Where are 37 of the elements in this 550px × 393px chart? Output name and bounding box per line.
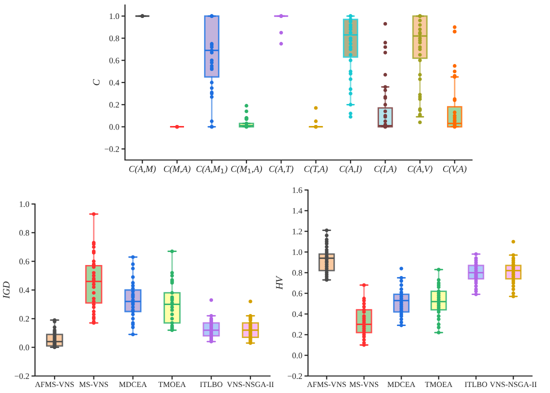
y-axis-title: HV — [276, 276, 283, 290]
y-tick-label: 0.0 — [19, 344, 30, 350]
y-tick-label: −0.2 — [288, 373, 302, 380]
x-tick-label: C(A,T) — [269, 166, 294, 174]
y-axis-title: IGD — [3, 282, 10, 299]
y-axis-title: C — [93, 79, 100, 86]
y-tick-label: 0.4 — [109, 80, 120, 86]
y-tick-label: 0.8 — [292, 270, 302, 276]
x-tick-label: C(M$_{1}$,A) — [231, 166, 262, 174]
x-tick-label: C(A,M$_{1}$) — [196, 166, 228, 174]
x-tick-label: C(A,M) — [129, 166, 156, 174]
y-tick-label: 0.0 — [109, 124, 120, 130]
y-tick-label: −0.2 — [104, 146, 119, 152]
y-tick-label: 1.0 — [292, 249, 302, 256]
y-tick-label: 0.2 — [109, 102, 119, 108]
y-tick-label: 1.2 — [292, 228, 302, 234]
y-tick-label: 0.2 — [292, 332, 302, 338]
y-tick-label: 0.2 — [19, 316, 29, 322]
y-tick-label: 0.0 — [292, 352, 302, 358]
y-tick-label: 0.6 — [19, 258, 30, 264]
y-tick-label: 0.6 — [109, 58, 120, 64]
y-tick-label: 0.6 — [292, 290, 302, 296]
y-tick-label: 1.0 — [20, 201, 30, 208]
x-tick-label: C(V,A) — [443, 166, 466, 174]
y-tick-label: 0.4 — [19, 287, 30, 294]
y-tick-label: 0.4 — [292, 311, 302, 318]
y-tick-label: 0.8 — [109, 36, 120, 42]
y-tick-label: −0.2 — [14, 373, 29, 380]
y-tick-label: 0.8 — [19, 230, 30, 236]
x-tick-label: C(A,I) — [340, 166, 362, 174]
y-tick-label: 1.0 — [110, 13, 120, 20]
x-tick-label: C(M,A) — [164, 166, 190, 174]
x-tick-label: C(A,V) — [408, 166, 432, 174]
y-tick-label: 1.6 — [292, 187, 302, 194]
x-tick-label: C(T,A) — [304, 166, 328, 174]
y-tick-label: 1.4 — [292, 208, 302, 214]
x-tick-label: C(I,A) — [374, 166, 396, 174]
